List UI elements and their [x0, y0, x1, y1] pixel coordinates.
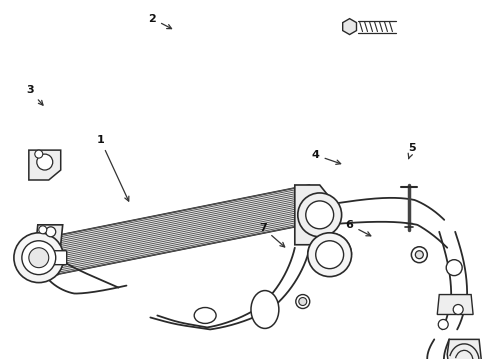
- Text: 1: 1: [97, 135, 128, 201]
- Circle shape: [410, 247, 427, 263]
- Circle shape: [22, 241, 56, 275]
- Polygon shape: [436, 294, 472, 315]
- Polygon shape: [33, 225, 62, 275]
- Circle shape: [39, 226, 47, 234]
- Text: 4: 4: [311, 150, 340, 165]
- FancyBboxPatch shape: [53, 251, 66, 265]
- Circle shape: [35, 150, 42, 158]
- Text: 5: 5: [407, 143, 415, 159]
- Circle shape: [414, 251, 423, 259]
- Circle shape: [307, 233, 351, 276]
- Circle shape: [29, 248, 49, 268]
- Polygon shape: [29, 150, 61, 180]
- Circle shape: [297, 193, 341, 237]
- Circle shape: [315, 241, 343, 269]
- Circle shape: [446, 260, 461, 276]
- Circle shape: [37, 154, 53, 170]
- Text: 6: 6: [345, 220, 370, 236]
- Polygon shape: [447, 339, 481, 360]
- Circle shape: [305, 201, 333, 229]
- Circle shape: [452, 305, 462, 315]
- Circle shape: [437, 319, 447, 329]
- Polygon shape: [56, 185, 309, 275]
- Polygon shape: [342, 19, 356, 35]
- Circle shape: [295, 294, 309, 309]
- Text: 3: 3: [26, 85, 43, 105]
- Circle shape: [46, 227, 56, 237]
- Text: 7: 7: [259, 223, 284, 247]
- Ellipse shape: [250, 291, 278, 328]
- Ellipse shape: [194, 307, 216, 323]
- Polygon shape: [294, 185, 327, 245]
- Text: 2: 2: [148, 14, 171, 29]
- Circle shape: [14, 233, 63, 283]
- Circle shape: [298, 298, 306, 306]
